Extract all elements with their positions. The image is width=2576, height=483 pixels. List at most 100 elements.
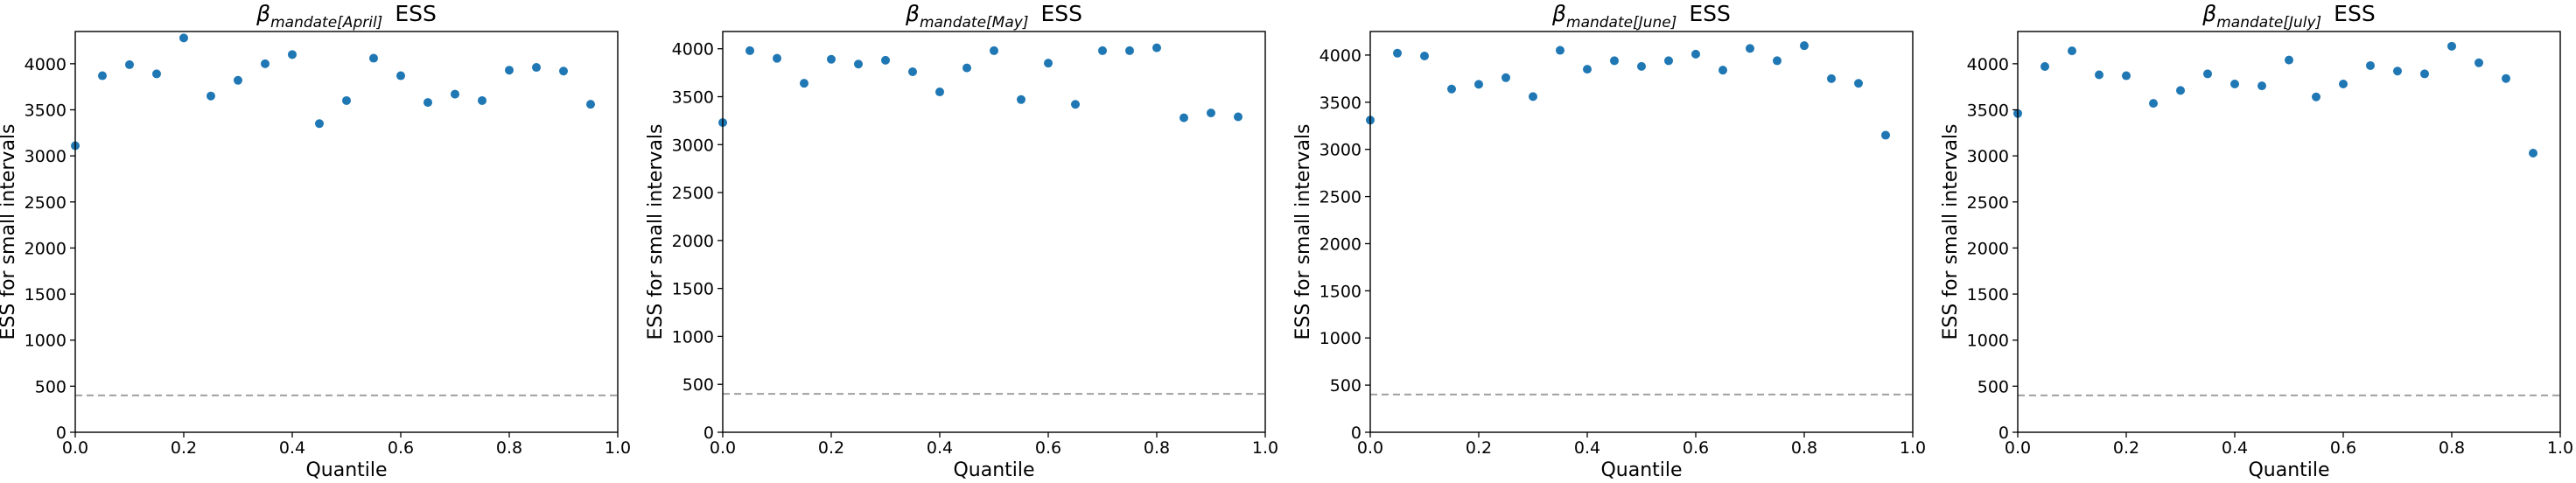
data-point (2285, 55, 2293, 65)
x-tick-label: 0.2 (2113, 438, 2139, 458)
y-axis-label: ESS for small intervals (645, 124, 667, 340)
y-tick-label: 3500 (672, 88, 714, 108)
y-tick-label: 3000 (1967, 147, 2009, 166)
data-point (881, 55, 890, 65)
data-point (1502, 73, 1510, 82)
x-tick-label: 0.8 (2439, 438, 2465, 458)
data-point (1854, 79, 1863, 88)
chart-panel-3: 0.0 0.2 0.4 0.6 0.8 1.0 0 500 1000 1500 2000 2500 30… (1292, 1, 1926, 481)
y-tick-label: 1000 (1320, 329, 1362, 348)
x-axis-label: Quantile (305, 459, 387, 481)
data-point (2502, 74, 2510, 83)
y-axis-label: ESS for small intervals (0, 124, 19, 340)
data-point (2040, 62, 2049, 72)
y-tick-label: 2500 (1320, 188, 1362, 207)
chart-title: βmandate[July] ESS (2202, 1, 2375, 32)
data-point (152, 69, 161, 79)
data-point (2529, 148, 2538, 158)
x-axis-label: Quantile (953, 459, 1034, 481)
data-point (1664, 56, 1673, 66)
x-tick-label: 1.0 (605, 438, 631, 458)
y-axis-label: ESS for small intervals (1292, 124, 1314, 340)
y-tick-label: 3000 (24, 147, 66, 166)
data-point (478, 95, 486, 105)
data-point (206, 91, 215, 101)
data-point (2339, 80, 2348, 89)
title-subscript: mandate[July] (2216, 14, 2321, 32)
x-tick-label: 0.8 (1144, 438, 1170, 458)
y-tick-label: 1500 (1967, 285, 2009, 304)
title-subscript: mandate[April] (270, 14, 382, 32)
data-point (908, 67, 917, 77)
y-tick-label: 4000 (672, 40, 714, 60)
data-point (1718, 66, 1727, 75)
x-tick-label: 0.0 (2005, 438, 2031, 458)
data-point (288, 50, 297, 60)
x-tick-label: 0.0 (62, 438, 88, 458)
axes-frame (74, 31, 619, 433)
data-point (261, 59, 270, 68)
data-point (1637, 61, 1646, 71)
x-tick-label: 0.4 (927, 438, 953, 458)
y-tick-label: 2000 (1320, 234, 1362, 254)
data-point (773, 53, 781, 63)
data-point (2258, 81, 2266, 91)
x-tick-label: 0.8 (496, 438, 522, 458)
data-point (532, 63, 541, 73)
y-tick-label: 2500 (1967, 193, 2009, 213)
y-tick-label: 0 (1998, 424, 2009, 443)
data-point (1474, 80, 1483, 89)
y-tick-label: 0 (1351, 424, 1362, 443)
title-suffix: ESS (1689, 1, 1731, 26)
data-point (1773, 56, 1782, 66)
x-tick-label: 0.6 (2330, 438, 2356, 458)
data-point (424, 98, 432, 108)
chart-title: βmandate[April] ESS (256, 1, 437, 32)
x-tick-label: 0.4 (279, 438, 305, 458)
y-axis-label: ESS for small intervals (1940, 124, 1962, 340)
x-tick-label: 0.4 (2222, 438, 2248, 458)
title-suffix: ESS (395, 1, 437, 26)
y-tick-label: 2000 (24, 239, 66, 258)
x-tick-label: 0.8 (1791, 438, 1817, 458)
y-tick-label: 500 (682, 375, 714, 395)
x-tick-label: 0.0 (1357, 438, 1383, 458)
data-point (800, 79, 808, 88)
title-subscript: mandate[June] (1566, 14, 1676, 32)
data-point (2203, 69, 2212, 79)
data-point (935, 88, 944, 97)
data-point (1746, 44, 1754, 53)
data-point (2447, 41, 2456, 51)
y-tick-label: 2500 (672, 184, 714, 203)
data-point (1420, 52, 1429, 61)
axes-frame (2017, 31, 2561, 433)
data-point (2068, 46, 2076, 56)
data-point (1529, 92, 1537, 102)
data-point (1827, 74, 1836, 83)
x-tick-label: 0.6 (1035, 438, 1061, 458)
y-tick-label: 4000 (1967, 55, 2009, 74)
data-point (1098, 46, 1107, 55)
data-point (1447, 84, 1456, 94)
data-point (1610, 56, 1619, 66)
y-tick-label: 3500 (1320, 94, 1362, 113)
chart-title: βmandate[May] ESS (905, 1, 1082, 32)
data-point (1234, 112, 1242, 122)
y-tick-label: 1500 (1320, 282, 1362, 301)
title-symbol: β (2202, 1, 2216, 26)
x-tick-label: 1.0 (1900, 438, 1926, 458)
y-tick-label: 500 (1330, 376, 1362, 396)
x-tick-label: 0.4 (1574, 438, 1600, 458)
data-point (98, 71, 107, 80)
data-point (2176, 86, 2185, 95)
data-point (990, 46, 998, 55)
data-point (827, 54, 836, 64)
data-point (315, 119, 324, 129)
data-point (1071, 100, 1080, 109)
data-point (2312, 92, 2320, 102)
data-point (854, 60, 863, 69)
y-tick-label: 1000 (1967, 332, 2009, 351)
data-point (2149, 99, 2158, 108)
data-point (125, 60, 134, 69)
